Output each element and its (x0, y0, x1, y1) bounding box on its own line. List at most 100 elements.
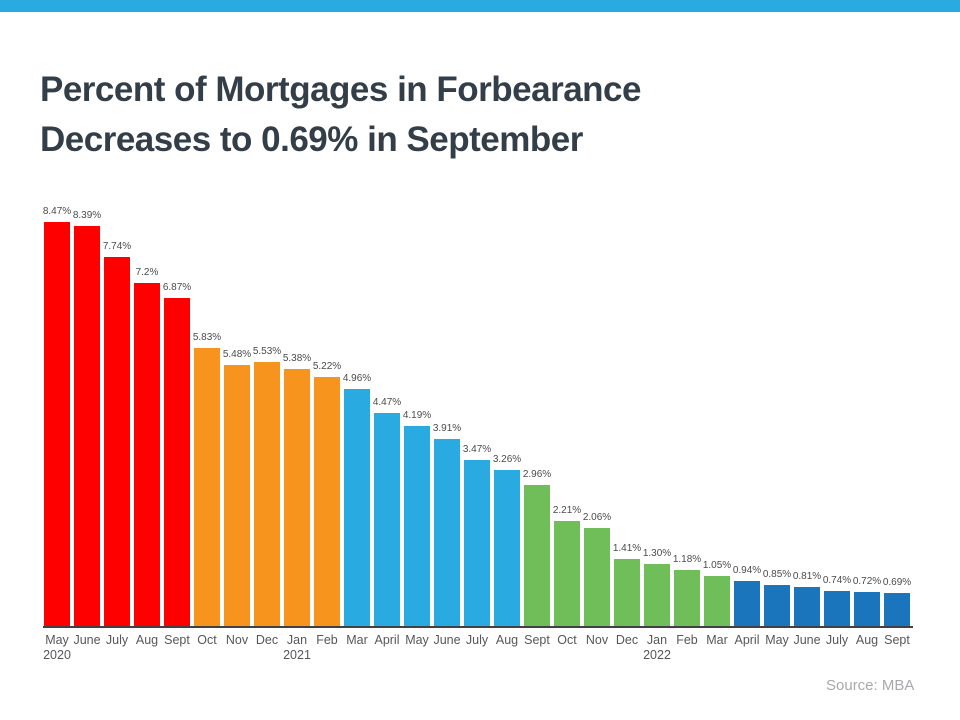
bar (194, 348, 220, 626)
bar-value-label: 5.38% (282, 353, 312, 364)
bar-value-label: 7.74% (102, 241, 132, 252)
bar-value-label: 1.30% (642, 548, 672, 559)
bar-value-label: 0.85% (762, 569, 792, 580)
x-axis-month: June (73, 633, 101, 647)
bar-value-label: 4.47% (372, 397, 402, 408)
x-axis-label: May (387, 633, 447, 648)
bar-value-label: 1.18% (672, 554, 702, 565)
x-axis-month: Sept (524, 633, 550, 647)
bar (674, 570, 700, 626)
x-axis-month: Feb (316, 633, 338, 647)
x-axis-month: May (45, 633, 69, 647)
x-axis-line (43, 626, 913, 628)
x-axis-label: Aug (477, 633, 537, 648)
x-axis-label: Mar (327, 633, 387, 648)
bar (764, 585, 790, 626)
page-title-line-1: Percent of Mortgages in Forbearance (40, 70, 641, 110)
x-axis-label: Aug (117, 633, 177, 648)
x-axis-label: Feb (657, 633, 717, 648)
bar (704, 576, 730, 626)
bar-value-label: 2.06% (582, 512, 612, 523)
bar-value-label: 2.96% (522, 469, 552, 480)
bar (104, 257, 130, 626)
bar (734, 581, 760, 626)
x-axis-month: Sept (884, 633, 910, 647)
bar-value-label: 0.94% (732, 565, 762, 576)
bar (524, 485, 550, 626)
x-axis-month: Aug (135, 633, 159, 647)
bar-value-label: 0.74% (822, 575, 852, 586)
bar (794, 587, 820, 626)
bar (224, 365, 250, 626)
bar (644, 564, 670, 626)
bar-value-label: 0.72% (852, 576, 882, 587)
x-axis-year: 2020 (43, 648, 71, 662)
bar (584, 528, 610, 626)
x-axis-label: Nov (207, 633, 267, 648)
x-axis-label: June (777, 633, 837, 648)
x-axis-label: Dec (597, 633, 657, 648)
bar-value-label: 8.39% (72, 210, 102, 221)
x-axis-month: Nov (585, 633, 609, 647)
x-axis-year: 2021 (283, 648, 311, 662)
x-axis-labels: May 2020 June July Aug Sept Oct Nov Dec Jan 2021 Fe… (43, 633, 914, 673)
bar-value-label: 2.21% (552, 505, 582, 516)
top-accent-banner (0, 0, 960, 12)
x-axis-label: Sept (147, 633, 207, 648)
page-title-line-2: Decreases to 0.69% in September (40, 120, 583, 160)
bar-value-label: 1.41% (612, 543, 642, 554)
source-credit: Source: MBA (826, 677, 915, 694)
bar-value-label: 5.22% (312, 361, 342, 372)
bar-value-label: 3.26% (492, 454, 522, 465)
x-axis-label: July (447, 633, 507, 648)
x-axis-month: Oct (197, 633, 217, 647)
bar (284, 369, 310, 626)
x-axis-label: June (417, 633, 477, 648)
x-axis-month: Mar (346, 633, 368, 647)
x-axis-label: Aug (837, 633, 897, 648)
x-axis-label: Jan 2022 (627, 633, 687, 663)
x-axis-label: Dec (237, 633, 297, 648)
chart: 8.47% 8.39% 7.74% 7.2% 6.87% 5.83% 5.48% 5.53% 5… (43, 190, 914, 626)
bar-value-label: 5.53% (252, 346, 282, 357)
x-axis-month: Mar (706, 633, 728, 647)
x-axis-month: May (405, 633, 429, 647)
x-axis-month: April (374, 633, 400, 647)
bar (854, 592, 880, 626)
bar-value-label: 0.69% (882, 577, 912, 588)
x-axis-label: Sept (867, 633, 927, 648)
x-axis-label: April (717, 633, 777, 648)
x-axis-month: Nov (225, 633, 249, 647)
x-axis-month: July (465, 633, 489, 647)
bar-value-label: 0.81% (792, 571, 822, 582)
x-axis-label: April (357, 633, 417, 648)
x-axis-month: May (765, 633, 789, 647)
x-axis-label: Jan 2021 (267, 633, 327, 663)
x-axis-label: Oct (177, 633, 237, 648)
page-title: Percent of Mortgages in Forbearance Decr… (40, 65, 920, 165)
bar (164, 298, 190, 626)
x-axis-month: Oct (557, 633, 577, 647)
bar (314, 377, 340, 626)
x-axis-year: 2022 (643, 648, 671, 662)
x-axis-label: July (807, 633, 867, 648)
x-axis-label: Sept (507, 633, 567, 648)
bar (884, 593, 910, 626)
bar (374, 413, 400, 626)
bar (74, 226, 100, 626)
bar-value-label: 3.91% (432, 423, 462, 434)
x-axis-month: April (734, 633, 760, 647)
x-axis-month: Sept (164, 633, 190, 647)
bar (404, 426, 430, 626)
x-axis-month: July (105, 633, 129, 647)
x-axis-month: July (825, 633, 849, 647)
bar-value-label: 3.47% (462, 444, 492, 455)
bar (824, 591, 850, 626)
x-axis-month: Aug (855, 633, 879, 647)
bar-value-label: 6.87% (162, 282, 192, 293)
bar (464, 460, 490, 626)
x-axis-month: Dec (615, 633, 639, 647)
bar-value-label: 4.96% (342, 373, 372, 384)
x-axis-month: Feb (676, 633, 698, 647)
